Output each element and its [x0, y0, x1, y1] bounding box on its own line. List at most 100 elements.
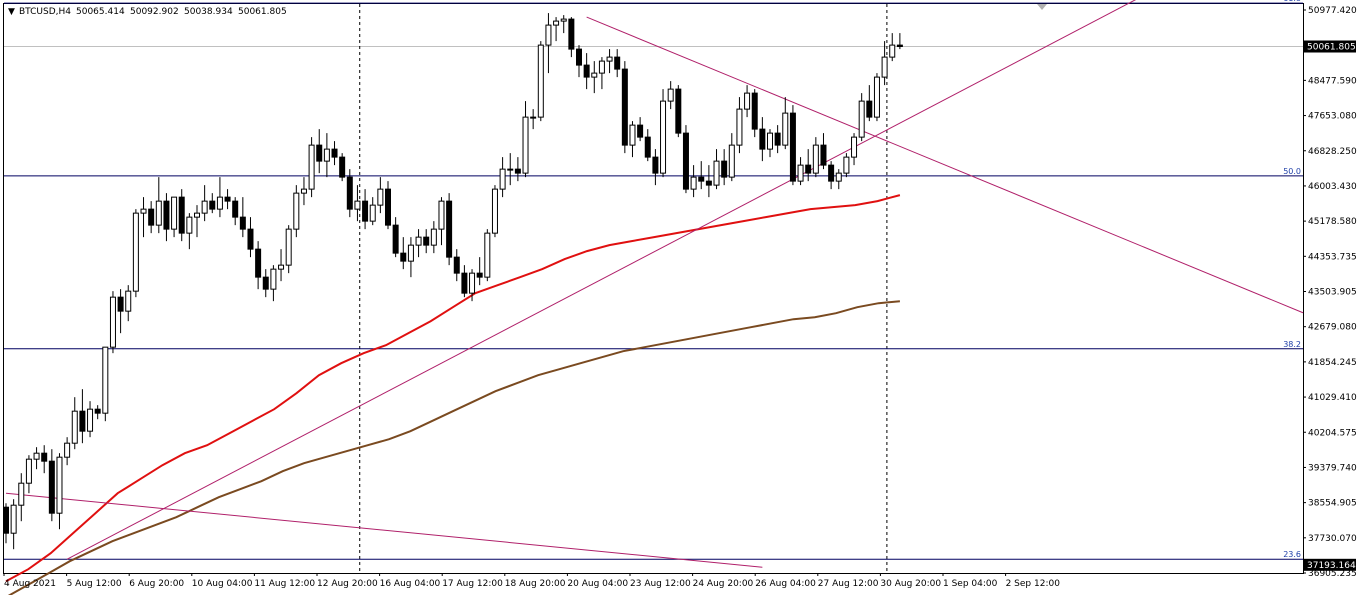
candle[interactable]	[675, 85, 682, 138]
candle[interactable]	[866, 85, 873, 122]
candle[interactable]	[155, 177, 162, 234]
candle[interactable]	[652, 149, 659, 186]
moving-averages[interactable]	[5, 194, 901, 595]
candle[interactable]	[889, 33, 896, 62]
candle[interactable]	[530, 109, 537, 130]
candle[interactable]	[453, 249, 460, 282]
fibonacci-levels[interactable]: 61.8 50.0 38.2 23.6	[4, 0, 1303, 560]
candle[interactable]	[18, 473, 25, 522]
candle[interactable]	[163, 193, 170, 242]
candle[interactable]	[79, 389, 86, 444]
candle[interactable]	[385, 181, 391, 230]
candle[interactable]	[744, 85, 751, 118]
candle[interactable]	[721, 149, 728, 186]
candle[interactable]	[148, 201, 155, 234]
candle[interactable]	[820, 133, 827, 170]
trendline[interactable]	[66, 0, 1303, 560]
candle[interactable]	[285, 225, 292, 274]
candle[interactable]	[87, 401, 94, 438]
candle[interactable]	[812, 137, 819, 178]
time-axis[interactable]: 4 Aug 2021 5 Aug 12:00 6 Aug 20:00 10 Aug 0…	[3, 573, 1060, 589]
candle[interactable]	[461, 265, 468, 298]
candle[interactable]	[858, 93, 865, 142]
candle[interactable]	[522, 101, 529, 178]
candle[interactable]	[232, 197, 239, 226]
candle[interactable]	[415, 229, 422, 258]
candle[interactable]	[209, 193, 216, 214]
candle[interactable]	[48, 449, 55, 522]
candle[interactable]	[682, 125, 689, 194]
candle[interactable]	[270, 265, 277, 302]
candle[interactable]	[614, 49, 621, 78]
candle[interactable]	[216, 177, 223, 218]
candle[interactable]	[469, 269, 476, 302]
candle[interactable]	[71, 397, 78, 450]
candle[interactable]	[828, 161, 835, 190]
candle[interactable]	[201, 185, 208, 222]
candle[interactable]	[629, 121, 636, 158]
candle[interactable]	[591, 61, 598, 94]
candle[interactable]	[484, 229, 491, 282]
candle[interactable]	[262, 269, 269, 298]
candle[interactable]	[896, 33, 903, 50]
candle[interactable]	[278, 249, 285, 282]
candle[interactable]	[41, 445, 48, 474]
candle[interactable]	[255, 241, 262, 290]
candle[interactable]	[751, 89, 758, 138]
trendline[interactable]	[5, 492, 763, 568]
candle[interactable]	[308, 137, 315, 198]
candle[interactable]	[369, 197, 376, 226]
candle[interactable]	[102, 346, 109, 422]
chart-shift-marker-icon[interactable]	[1037, 4, 1047, 10]
candle[interactable]	[64, 437, 71, 466]
candle[interactable]	[377, 177, 384, 214]
candle[interactable]	[576, 45, 582, 78]
candle[interactable]	[774, 125, 781, 154]
candle[interactable]	[247, 217, 254, 258]
candle[interactable]	[117, 289, 124, 334]
marker-price-label[interactable]: 37193.164	[1304, 558, 1356, 571]
candle[interactable]	[400, 237, 407, 270]
moving-average-slow-line[interactable]	[6, 300, 900, 595]
candle[interactable]	[125, 285, 132, 322]
candle[interactable]	[660, 89, 667, 178]
candle[interactable]	[698, 161, 705, 190]
candle[interactable]	[392, 217, 399, 258]
candle[interactable]	[621, 61, 628, 154]
candle[interactable]	[239, 197, 246, 238]
candle[interactable]	[568, 17, 575, 58]
candle[interactable]	[10, 499, 17, 550]
candle[interactable]	[438, 197, 445, 246]
candle[interactable]	[491, 185, 498, 238]
candle[interactable]	[224, 189, 231, 210]
candle[interactable]	[782, 97, 789, 150]
candle[interactable]	[499, 157, 506, 198]
candle[interactable]	[537, 41, 544, 122]
candle[interactable]	[873, 73, 880, 122]
candle[interactable]	[881, 41, 888, 86]
candle[interactable]	[553, 17, 560, 42]
candle[interactable]	[331, 141, 338, 166]
candle[interactable]	[171, 196, 178, 238]
candle[interactable]	[194, 205, 200, 238]
candle[interactable]	[690, 165, 697, 198]
candle[interactable]	[843, 153, 850, 178]
price-axis[interactable]: 50977.42049302.75548477.59047653.0804682…	[1303, 6, 1357, 579]
candle[interactable]	[354, 185, 361, 222]
candle[interactable]	[33, 447, 40, 470]
trendline[interactable]	[586, 16, 1304, 314]
candle[interactable]	[514, 157, 521, 182]
candle[interactable]	[759, 117, 766, 162]
candle[interactable]	[178, 189, 185, 242]
candle[interactable]	[560, 15, 567, 34]
candle[interactable]	[583, 53, 590, 90]
candle[interactable]	[805, 149, 812, 182]
candle[interactable]	[423, 229, 430, 254]
candle[interactable]	[728, 133, 735, 182]
candle[interactable]	[797, 157, 804, 186]
candle[interactable]	[323, 133, 330, 178]
candle[interactable]	[644, 129, 651, 162]
candle[interactable]	[430, 221, 437, 254]
candle[interactable]	[339, 153, 346, 182]
